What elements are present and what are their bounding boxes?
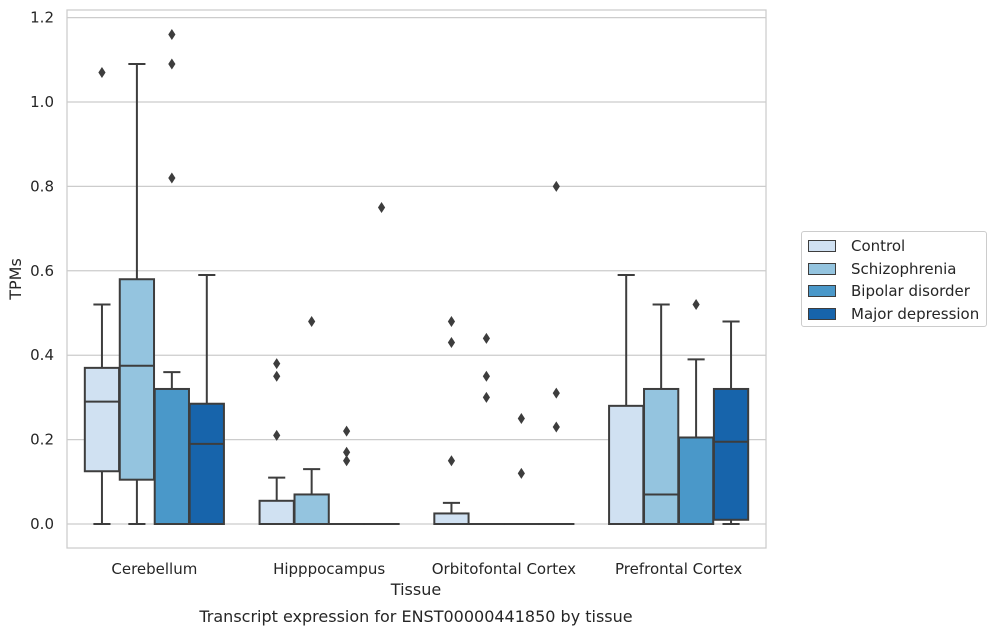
box bbox=[188, 402, 225, 526]
legend-item: Control bbox=[808, 235, 986, 258]
legend: Control Schizophrenia Bipolar disorder Majo… bbox=[801, 231, 987, 327]
outlier-point bbox=[482, 370, 490, 382]
legend-label: Major depression bbox=[851, 304, 980, 323]
box bbox=[433, 512, 470, 526]
x-tick-label: Hipppocampus bbox=[273, 560, 385, 578]
outlier-point bbox=[692, 299, 700, 311]
y-tick-label: 0.4 bbox=[30, 346, 54, 364]
legend-label: Schizophrenia bbox=[851, 259, 957, 278]
chart-title: Transcript expression for ENST0000044185… bbox=[198, 607, 632, 626]
outlier-point bbox=[273, 429, 281, 441]
box bbox=[293, 493, 330, 525]
box-group bbox=[433, 501, 470, 526]
outlier-point bbox=[168, 58, 176, 70]
y-tick-label: 1.2 bbox=[30, 9, 54, 27]
box-group bbox=[258, 476, 295, 526]
legend-swatch bbox=[808, 262, 836, 275]
x-axis-label: Tissue bbox=[390, 580, 441, 599]
legend-swatch bbox=[808, 285, 836, 298]
box bbox=[677, 436, 715, 525]
outlier-point bbox=[482, 391, 490, 403]
y-tick-label: 0.8 bbox=[30, 177, 54, 195]
y-tick-labels: 0.0 0.2 0.4 0.6 0.8 1.0 1.2 bbox=[30, 9, 54, 533]
outlier-point bbox=[552, 180, 560, 192]
legend-label: Bipolar disorder bbox=[851, 282, 970, 301]
box-group bbox=[83, 303, 121, 525]
outlier-point bbox=[377, 202, 386, 213]
outlier-point bbox=[447, 337, 456, 349]
box-group bbox=[712, 320, 750, 525]
box bbox=[118, 278, 156, 481]
outlier-point bbox=[343, 455, 351, 467]
x-tick-labels: Cerebellum Hipppocampus Orbitofontal Corte… bbox=[111, 560, 742, 578]
outlier-point bbox=[552, 387, 560, 399]
outlier-point bbox=[168, 172, 176, 184]
outlier-point bbox=[552, 421, 560, 433]
outlier-point bbox=[517, 467, 525, 479]
outlier-point bbox=[168, 28, 176, 40]
legend-swatch bbox=[808, 307, 836, 320]
y-tick-label: 1.0 bbox=[30, 93, 54, 111]
legend-item: Major depression bbox=[808, 303, 986, 326]
outlier-point bbox=[343, 425, 351, 437]
y-tick-label: 0.6 bbox=[30, 262, 54, 280]
y-tick-label: 0.0 bbox=[30, 515, 54, 533]
outlier-point bbox=[447, 455, 456, 467]
box bbox=[643, 387, 680, 525]
outlier-point bbox=[447, 315, 456, 327]
legend-label: Control bbox=[851, 237, 906, 256]
box bbox=[153, 387, 190, 525]
outlier-point bbox=[273, 370, 281, 382]
legend-item: Schizophrenia bbox=[808, 258, 986, 281]
legend-item: Bipolar disorder bbox=[808, 280, 986, 303]
box-group bbox=[188, 274, 225, 526]
box-group bbox=[153, 371, 190, 525]
box-group bbox=[643, 303, 680, 525]
box-group bbox=[118, 63, 156, 525]
outlier-point bbox=[343, 446, 351, 458]
box-group bbox=[608, 274, 645, 525]
box-group bbox=[677, 358, 715, 525]
outlier-point bbox=[482, 332, 490, 344]
outlier-point bbox=[517, 413, 525, 424]
y-axis-label: TPMs bbox=[6, 258, 25, 301]
x-tick-label: Prefrontal Cortex bbox=[615, 560, 742, 578]
x-tick-label: Orbitofontal Cortex bbox=[432, 560, 576, 578]
plot-frame bbox=[66, 9, 767, 549]
y-tick-label: 0.2 bbox=[30, 431, 54, 449]
legend-swatch bbox=[808, 240, 836, 253]
outlier-point bbox=[308, 315, 316, 327]
outliers bbox=[98, 28, 700, 479]
box bbox=[258, 499, 295, 526]
boxes bbox=[83, 63, 750, 526]
box bbox=[608, 404, 645, 525]
outlier-point bbox=[273, 358, 281, 370]
box bbox=[712, 387, 750, 521]
outlier-point bbox=[98, 66, 106, 78]
x-tick-label: Cerebellum bbox=[111, 560, 197, 578]
box-group bbox=[293, 468, 330, 525]
box bbox=[83, 366, 121, 473]
